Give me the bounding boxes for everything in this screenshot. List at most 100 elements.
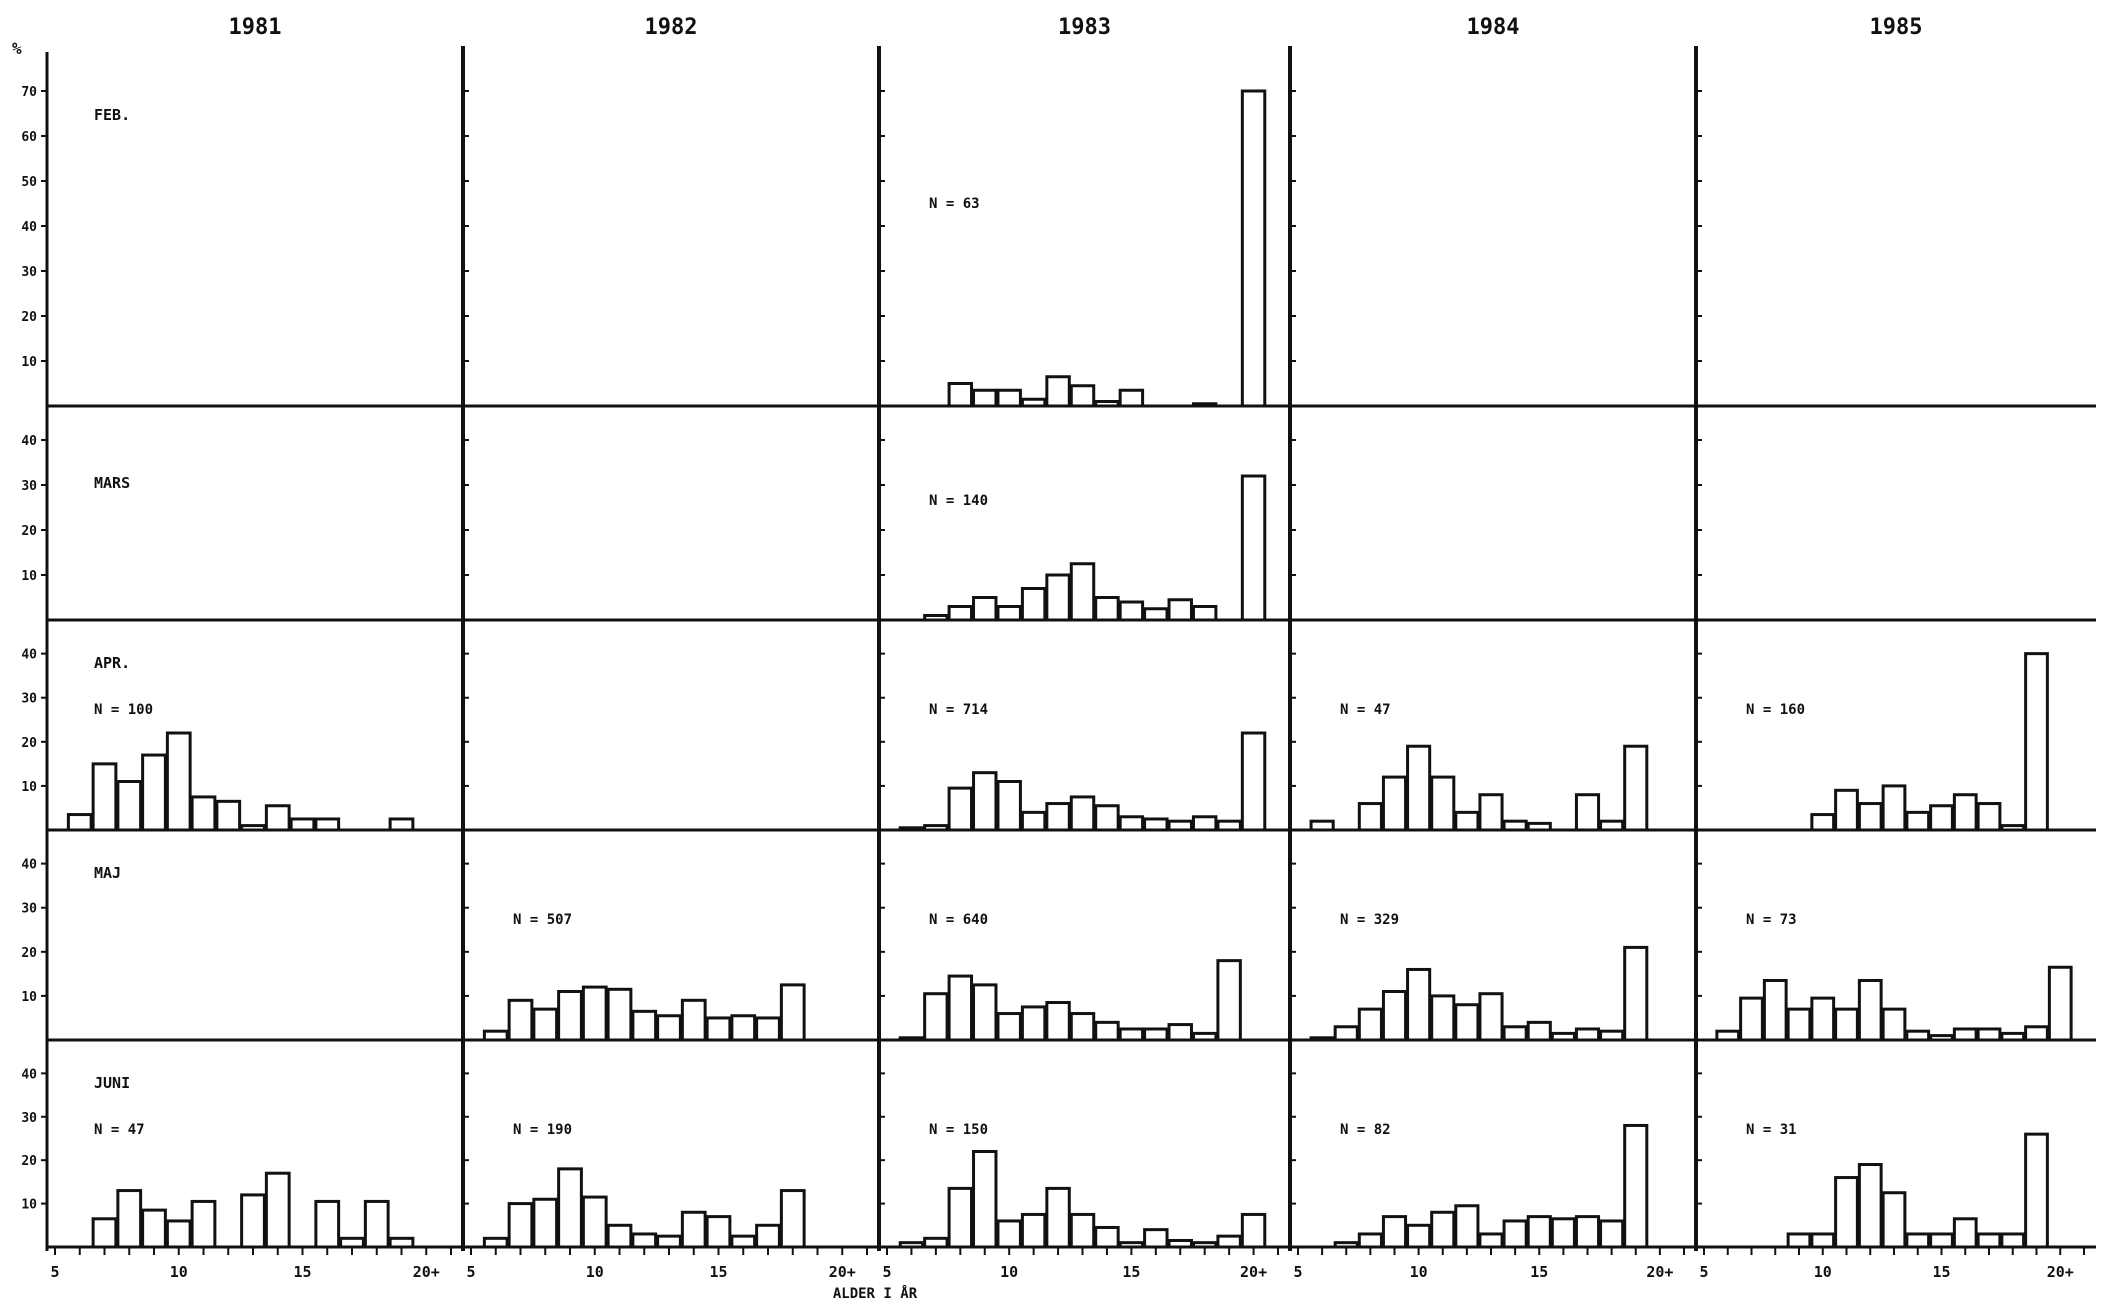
n-label: N = 63	[929, 196, 980, 212]
histogram-bar	[972, 771, 998, 832]
histogram-bar	[1167, 819, 1193, 832]
n-label: N = 140	[929, 493, 988, 509]
histogram-bar	[1069, 562, 1096, 622]
histogram-bar	[1357, 1232, 1383, 1249]
y-tick-label: 30	[21, 265, 37, 280]
histogram-bar	[606, 987, 633, 1042]
histogram-bar	[972, 1150, 998, 1249]
histogram-bar	[1020, 810, 1047, 832]
histogram-bar	[2024, 1025, 2049, 1042]
y-tick-label: 40	[21, 220, 37, 235]
n-label: N = 47	[1340, 702, 1391, 718]
n-label: N = 640	[929, 912, 988, 928]
histogram-bar	[1357, 802, 1383, 832]
histogram-bar	[1069, 1012, 1096, 1042]
histogram-bar	[1240, 731, 1267, 832]
year-header: 1983	[1058, 15, 1111, 40]
year-header: 1982	[645, 15, 698, 40]
histogram-bar	[1240, 474, 1267, 622]
histogram-bar	[1502, 819, 1528, 832]
histogram-bar	[1094, 596, 1120, 622]
histogram-bar	[1762, 978, 1788, 1042]
histogram-bar	[1834, 788, 1859, 832]
histogram-bar	[1191, 402, 1218, 408]
histogram-bar	[1430, 1210, 1456, 1249]
histogram-bar	[1045, 1186, 1071, 1249]
histogram-bar	[557, 990, 583, 1042]
histogram-bar	[482, 1236, 509, 1249]
histogram-bar	[1599, 819, 1625, 832]
histogram-bar	[190, 795, 217, 832]
histogram-bar	[1020, 397, 1047, 408]
histogram-bar	[314, 1199, 341, 1249]
month-label: JUNI	[94, 1074, 130, 1092]
x-tick-label: 20+	[2047, 1263, 2074, 1281]
histogram-bar	[1478, 1232, 1504, 1249]
histogram-bar	[1167, 598, 1193, 622]
histogram-bar	[1454, 810, 1480, 832]
histogram-bar	[1118, 1241, 1145, 1249]
histogram-bar	[91, 1217, 118, 1249]
histogram-bar	[116, 780, 143, 832]
histogram-bar	[141, 1208, 167, 1249]
y-tick-label: 30	[21, 479, 37, 494]
histogram-bar	[190, 1199, 217, 1249]
histogram-bar	[1599, 1029, 1625, 1042]
histogram-bar	[1191, 1241, 1218, 1249]
histogram-bar	[1309, 819, 1335, 832]
histogram-bar	[1406, 744, 1432, 832]
histogram-bar	[215, 799, 242, 832]
histogram-bar	[898, 1241, 925, 1249]
histogram-bar	[1069, 384, 1096, 408]
histogram-bar	[581, 985, 608, 1042]
histogram-bar	[923, 992, 949, 1042]
x-tick-label: 10	[1410, 1263, 1428, 1281]
histogram-bar	[2000, 1031, 2026, 1042]
histogram-bar	[1240, 89, 1267, 408]
histogram-bar	[1881, 1007, 1907, 1042]
n-label: N = 47	[94, 1122, 145, 1138]
histogram-bar	[996, 1219, 1022, 1249]
histogram-bar	[532, 1007, 559, 1042]
histogram-bar	[631, 1009, 658, 1042]
histogram-bar	[898, 1036, 925, 1042]
histogram-bar	[1976, 1027, 2002, 1042]
y-tick-label: 30	[21, 1111, 37, 1126]
histogram-bar	[1478, 793, 1504, 832]
histogram-bar	[1952, 1217, 1978, 1249]
histogram-bar	[1069, 1212, 1096, 1249]
n-label: N = 100	[94, 702, 153, 718]
histogram-bar	[923, 1236, 949, 1249]
histogram-bar	[947, 382, 974, 408]
x-tick-label: 20+	[1240, 1263, 1267, 1281]
histogram-bar	[240, 1193, 266, 1249]
histogram-bar	[1739, 996, 1764, 1042]
histogram-bar	[289, 817, 316, 832]
histogram-bar	[1623, 744, 1649, 832]
histogram-bar	[1118, 388, 1145, 408]
histogram-bar	[1118, 1027, 1145, 1042]
histogram-bar	[1094, 400, 1120, 408]
y-tick-label: 40	[21, 434, 37, 449]
histogram-bar	[1381, 1215, 1408, 1249]
histogram-bar	[996, 780, 1022, 832]
histogram-bar	[972, 596, 998, 622]
histogram-bar	[1881, 1191, 1907, 1249]
histogram-bar	[656, 1014, 682, 1042]
histogram-bar	[314, 817, 341, 832]
histogram-bar	[1526, 821, 1552, 832]
histogram-bar	[165, 1219, 192, 1249]
histogram-bar	[1550, 1031, 1576, 1042]
histogram-bar	[1810, 996, 1836, 1042]
histogram-bar	[240, 824, 266, 832]
histogram-bar	[1550, 1217, 1576, 1249]
histogram-bar	[1857, 1163, 1883, 1249]
histogram-bar	[1020, 1212, 1047, 1249]
histogram-bar	[1881, 784, 1907, 832]
x-tick-label: 10	[170, 1263, 188, 1281]
histogram-bar	[656, 1234, 682, 1249]
histogram-bar	[755, 1016, 781, 1042]
histogram-bar	[1020, 1005, 1047, 1042]
histogram-bar	[1216, 819, 1242, 832]
histogram-bar	[1929, 1034, 1954, 1042]
